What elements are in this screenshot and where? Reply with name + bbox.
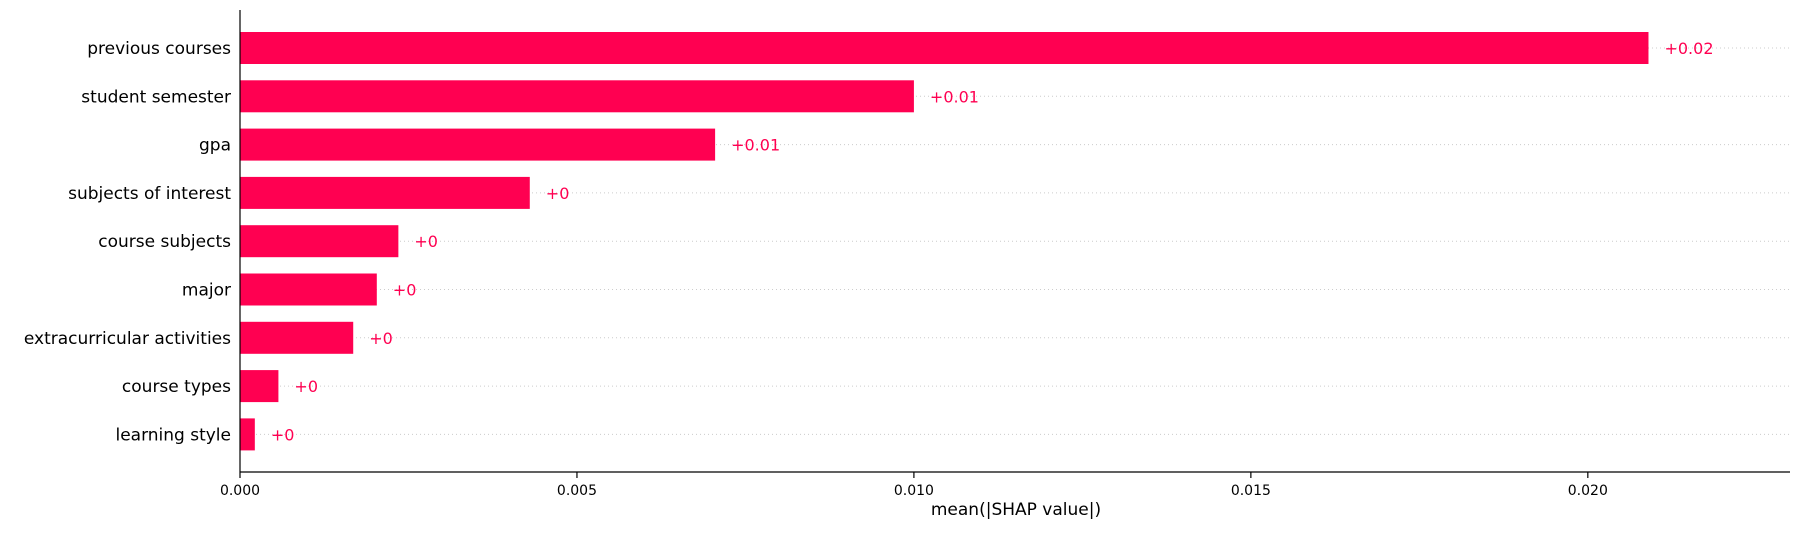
bar: [240, 80, 914, 113]
category-label: previous courses: [87, 39, 231, 59]
category-label: gpa: [199, 136, 231, 156]
bars: [240, 32, 1649, 451]
bar: [240, 370, 279, 403]
value-label: +0: [393, 281, 417, 300]
value-label: +0: [546, 184, 570, 203]
x-tick-label: 0.010: [894, 483, 934, 499]
bar: [240, 321, 354, 354]
value-label: +0.01: [930, 87, 979, 106]
x-axis-title: mean(|SHAP value|): [931, 500, 1101, 520]
value-label: +0: [271, 425, 295, 444]
category-label: major: [182, 281, 231, 301]
value-label: +0: [414, 232, 438, 251]
category-labels: previous courses student semester gpa subje…: [24, 39, 231, 445]
bar: [240, 176, 530, 209]
category-label: extracurricular activities: [24, 329, 231, 349]
bar: [240, 273, 377, 306]
bar: [240, 32, 1649, 64]
category-label: subjects of interest: [68, 184, 231, 204]
bar: [240, 128, 716, 161]
value-label: +0: [294, 377, 318, 396]
x-tick-label: 0.005: [557, 483, 597, 499]
category-label: learning style: [115, 425, 231, 445]
category-label: course types: [122, 377, 231, 397]
category-label: course subjects: [98, 232, 231, 252]
axes: 0.000 0.005 0.010 0.015 0.020: [220, 10, 1790, 499]
category-label: student semester: [81, 87, 231, 107]
value-label: +0.02: [1664, 39, 1713, 58]
value-label: +0: [369, 329, 393, 348]
value-label: +0.01: [731, 136, 780, 155]
value-labels: +0.02 +0.01 +0.01 +0 +0 +0 +0 +0 +0: [271, 39, 1714, 444]
bar: [240, 418, 255, 451]
x-tick-label: 0.020: [1568, 483, 1608, 499]
bar: [240, 225, 399, 258]
x-tick-label: 0.015: [1231, 483, 1271, 499]
x-tick-label: 0.000: [220, 483, 260, 499]
